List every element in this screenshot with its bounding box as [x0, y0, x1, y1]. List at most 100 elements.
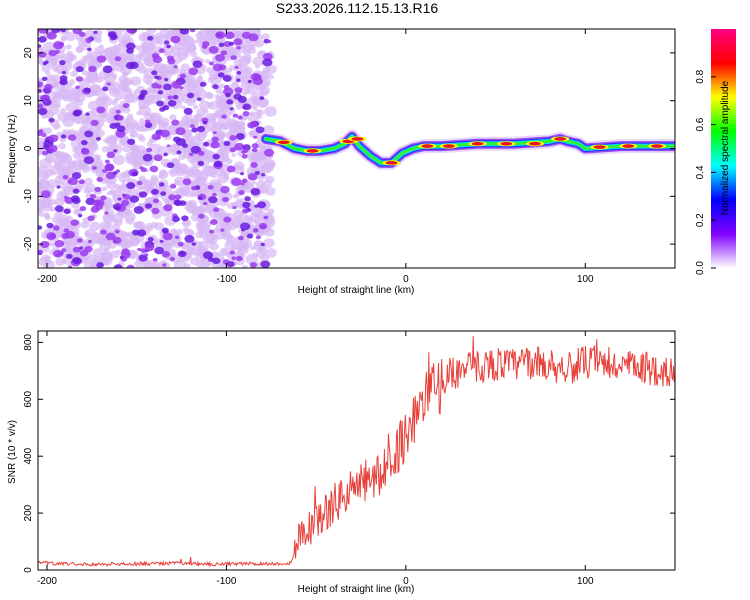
noise-blob-strong: [146, 147, 153, 153]
noise-blob-strong: [181, 215, 189, 222]
noise-blob-strong: [168, 194, 177, 201]
snr-x-label: Height of straight line (km): [298, 584, 415, 595]
noise-blob-strong: [167, 58, 176, 65]
noise-blob-strong: [174, 235, 180, 240]
noise-blob-strong: [203, 202, 208, 206]
spectrogram-y-axis: 20 10 0 -10 -20: [23, 47, 675, 251]
noise-blob-strong: [160, 191, 167, 196]
noise-blob-strong: [192, 60, 203, 69]
noise-blob-strong: [191, 242, 197, 246]
noise-blob-strong: [106, 151, 116, 159]
noise-blob-strong: [211, 136, 219, 143]
noise-blob-strong: [237, 115, 243, 120]
noise-blob: [51, 80, 60, 88]
noise-blob-strong: [80, 148, 90, 155]
noise-blob-strong: [144, 243, 155, 252]
noise-blob: [84, 183, 96, 193]
noise-blob: [256, 114, 263, 120]
noise-blob: [111, 223, 120, 231]
noise-blob-strong: [151, 188, 159, 195]
noise-blob-strong: [92, 199, 101, 207]
noise-blob: [211, 74, 219, 81]
noise-blob-strong: [259, 96, 265, 100]
spectrogram-y-label: Frequency (Hz): [7, 115, 18, 184]
noise-blob: [184, 228, 194, 237]
noise-blob-strong: [242, 208, 249, 214]
noise-blob: [185, 200, 194, 208]
noise-blob-strong: [104, 163, 115, 172]
noise-blob-strong: [162, 263, 167, 267]
noise-blob: [75, 46, 84, 53]
noise-blob-strong: [48, 145, 58, 153]
noise-blob: [169, 114, 177, 121]
noise-blob-strong: [38, 103, 44, 109]
noise-blob-strong: [56, 185, 61, 189]
colorbar-tick-label: 0.0: [695, 261, 706, 275]
noise-blob-strong: [163, 204, 173, 212]
noise-blob-strong: [189, 29, 196, 33]
noise-blob: [64, 56, 74, 64]
noise-blob-strong: [198, 213, 205, 219]
noise-blob: [242, 49, 251, 56]
noise-blob: [84, 177, 94, 186]
noise-blob: [265, 175, 275, 184]
noise-blob-strong: [251, 143, 259, 149]
noise-blob: [192, 104, 199, 110]
noise-blob-strong: [77, 213, 83, 218]
noise-blob: [138, 51, 151, 61]
noise-blob-strong: [242, 201, 251, 209]
noise-blob-strong: [93, 30, 98, 34]
noise-blob: [75, 132, 86, 141]
noise-blob-strong: [157, 90, 164, 95]
y-tick-label: 400: [23, 447, 34, 464]
noise-blob-strong: [229, 250, 235, 255]
noise-blob-strong: [61, 248, 67, 253]
noise-blob: [159, 169, 168, 176]
noise-blob-strong: [46, 232, 57, 240]
noise-blob-strong: [144, 253, 149, 257]
colorbar: 0.0 0.2 0.4 0.6 0.8 Normalized spectral ampl…: [695, 29, 736, 275]
noise-blob-strong: [140, 167, 147, 173]
noise-blob-strong: [154, 246, 165, 255]
noise-blob-strong: [138, 191, 148, 198]
noise-blob-strong: [38, 29, 49, 34]
ridge-red-core: [306, 149, 319, 153]
noise-blob: [253, 97, 263, 106]
noise-blob-strong: [229, 135, 237, 141]
noise-blob-strong: [87, 239, 92, 243]
noise-blob: [185, 251, 193, 259]
noise-blob-strong: [252, 228, 259, 233]
noise-blob-strong: [223, 140, 231, 147]
noise-blob-strong: [167, 99, 177, 107]
noise-blob: [168, 169, 175, 175]
noise-blob-strong: [70, 219, 79, 226]
noise-blob-strong: [121, 248, 130, 255]
noise-blob-strong: [184, 234, 195, 243]
noise-blob-strong: [129, 195, 140, 203]
noise-blob-strong: [61, 233, 70, 239]
noise-blob: [143, 67, 157, 79]
noise-blob-strong: [75, 66, 84, 73]
noise-blob-strong: [212, 84, 219, 90]
noise-blob-strong: [208, 196, 218, 204]
noise-blob: [84, 54, 97, 65]
noise-blob-strong: [260, 173, 266, 177]
noise-blob-strong: [260, 224, 267, 230]
noise-blob-strong: [152, 55, 163, 64]
noise-blob-strong: [177, 250, 187, 258]
noise-blob-strong: [213, 207, 220, 212]
noise-blob: [161, 71, 172, 80]
noise-blob: [60, 259, 67, 265]
noise-blob: [125, 122, 139, 134]
noise-blob-strong: [58, 42, 65, 47]
noise-blob-strong: [203, 141, 210, 147]
noise-blob-strong: [38, 249, 43, 254]
x-tick-label: -200: [37, 576, 57, 587]
ridge-red-core: [622, 144, 635, 148]
noise-blob-strong: [234, 65, 239, 70]
snr-panel: -200 -100 0 100 0 200 400 600 800 Height of str…: [7, 330, 676, 595]
noise-blob: [218, 83, 225, 89]
noise-blob: [169, 143, 181, 154]
noise-blob: [214, 94, 221, 99]
noise-blob: [123, 208, 133, 216]
